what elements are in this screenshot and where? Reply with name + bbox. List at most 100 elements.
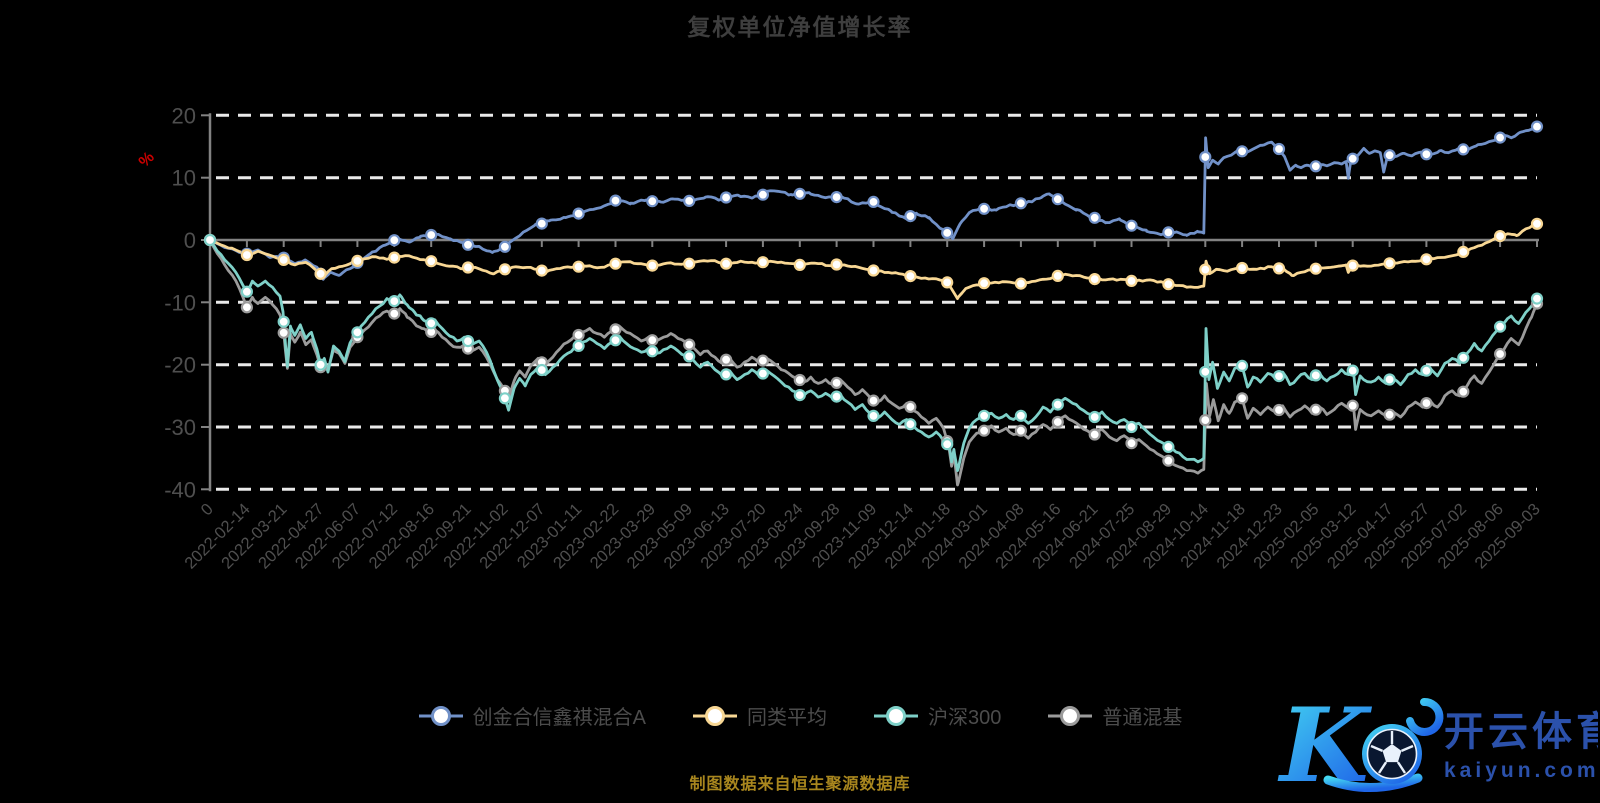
chart-legend: 创金合信鑫祺混合A 同类平均 沪深300 普通混基 <box>0 701 1600 730</box>
data-point-marker <box>425 317 438 330</box>
data-point-marker <box>351 326 364 339</box>
legend-label: 普通混基 <box>1102 707 1183 729</box>
data-point-marker <box>683 338 696 351</box>
data-point-marker <box>1309 262 1322 275</box>
data-point-marker <box>1235 392 1249 405</box>
data-point-marker <box>1346 364 1359 377</box>
data-point-marker <box>1014 424 1028 437</box>
data-point-marker <box>1457 245 1470 258</box>
data-point-marker <box>1051 415 1064 429</box>
data-point-marker <box>830 376 843 389</box>
data-point-marker <box>535 363 548 377</box>
data-point-marker <box>1420 253 1433 266</box>
series-line <box>208 238 1539 487</box>
data-point-marker <box>535 217 548 230</box>
data-point-marker <box>1493 347 1507 361</box>
data-point-marker <box>683 194 696 207</box>
data-point-marker <box>240 285 253 298</box>
data-point-marker <box>1199 414 1212 427</box>
data-point-marker <box>1309 369 1322 382</box>
data-point-marker <box>1125 420 1138 434</box>
data-point-marker <box>646 334 659 347</box>
data-point-marker <box>941 226 954 239</box>
kaiyun-logo[interactable]: K 开云体育 kaiyun.com <box>1276 682 1600 803</box>
data-point-marker <box>535 264 548 277</box>
logo-brand-cn: 开云体育 <box>1444 710 1598 754</box>
y-tick-label: 20 <box>172 103 196 128</box>
data-point-marker <box>1235 261 1249 275</box>
data-point-marker <box>1162 226 1175 239</box>
data-point-marker <box>1493 131 1507 144</box>
data-point-marker <box>719 257 733 270</box>
logo-brand-domain: kaiyun.com <box>1444 759 1598 782</box>
data-point-marker <box>904 270 917 283</box>
legend-item-1[interactable]: 创金合信鑫祺混合A <box>418 701 646 730</box>
data-point-marker <box>240 301 253 314</box>
legend-label: 沪深300 <box>927 707 1002 729</box>
data-point-marker <box>867 394 880 407</box>
data-point-marker <box>1420 397 1433 410</box>
legend-label: 同类平均 <box>746 707 827 729</box>
legend-item-4[interactable]: 普通混基 <box>1047 701 1182 730</box>
data-point-marker <box>277 326 290 339</box>
data-point-marker <box>572 339 585 352</box>
data-point-marker <box>461 335 475 348</box>
legend-item-2[interactable]: 同类平均 <box>692 701 827 730</box>
data-point-marker <box>1346 152 1359 165</box>
legend-marker-icon <box>692 705 737 726</box>
data-point-marker <box>830 258 843 271</box>
x-tick-label: 0 <box>198 500 217 519</box>
data-point-marker <box>388 234 401 247</box>
y-axis-unit-label: % <box>136 149 158 171</box>
data-point-marker <box>1162 440 1175 453</box>
data-point-marker <box>1383 149 1396 162</box>
data-point-marker <box>609 334 622 347</box>
data-point-marker <box>830 191 843 204</box>
data-point-marker <box>867 264 880 277</box>
data-point-marker <box>977 277 991 290</box>
page-title: 复权单位净值增长率 <box>687 14 913 40</box>
data-point-marker <box>793 373 806 387</box>
legend-marker-icon <box>1048 705 1093 726</box>
data-point-marker <box>1051 269 1064 282</box>
data-point-marker <box>904 210 917 223</box>
data-point-marker <box>1088 273 1101 286</box>
data-point-marker <box>425 228 438 242</box>
data-point-marker <box>1125 274 1138 287</box>
data-point-marker <box>572 328 585 342</box>
data-point-marker <box>1088 428 1101 441</box>
series-markers-3 <box>203 233 1544 453</box>
data-point-marker <box>1051 193 1064 206</box>
data-point-marker <box>609 323 622 336</box>
series-4 <box>208 238 1539 487</box>
data-point-marker <box>461 261 475 274</box>
data-point-marker <box>977 202 991 215</box>
series-2 <box>208 222 1539 300</box>
data-point-marker <box>1125 219 1138 232</box>
data-point-marker <box>1383 257 1396 270</box>
y-tick-label: -10 <box>164 290 196 315</box>
logo-swirl <box>1406 697 1444 736</box>
legend-item-3[interactable]: 沪深300 <box>873 701 1001 730</box>
y-tick-label: 0 <box>184 228 196 253</box>
data-point-marker <box>1493 230 1507 243</box>
data-point-marker <box>609 257 622 270</box>
data-point-marker <box>683 257 696 270</box>
x-axis-labels: 02022-02-142022-03-212022-04-272022-06-0… <box>181 500 1544 572</box>
data-point-marker <box>904 400 917 413</box>
data-point-marker <box>203 233 217 247</box>
data-point-marker <box>1014 197 1028 210</box>
data-point-marker <box>1088 211 1101 224</box>
series-line <box>208 238 1539 472</box>
data-point-marker <box>1530 292 1544 305</box>
data-point-marker <box>498 392 511 405</box>
data-source-note: 制图数据来自恒生聚源数据库 <box>689 776 911 793</box>
data-point-marker <box>977 409 991 422</box>
data-point-marker <box>240 248 253 262</box>
data-point-marker <box>719 353 733 366</box>
legend-marker-icon <box>873 705 918 726</box>
data-point-marker <box>756 354 770 367</box>
data-point-marker <box>461 238 475 251</box>
data-point-marker <box>1014 277 1028 290</box>
